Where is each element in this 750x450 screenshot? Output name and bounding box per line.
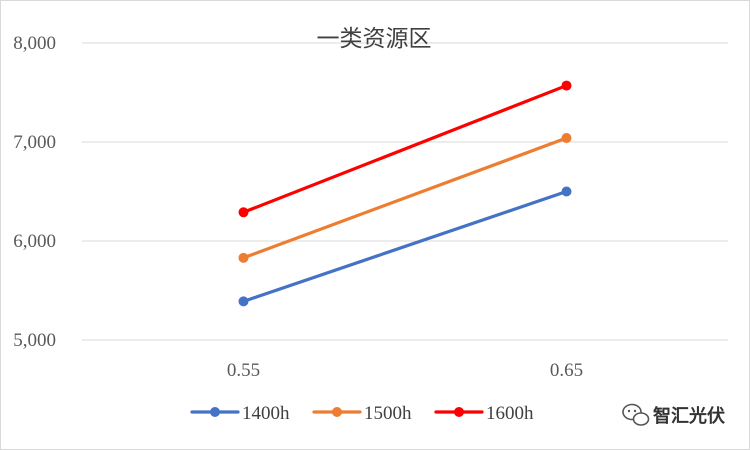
- data-point-1500h: [238, 252, 249, 263]
- legend-item-1400h: 1400h: [190, 403, 290, 424]
- series-line-1500h: [241, 136, 569, 260]
- y-axis: 5,000 6,000 7,000 8,000: [13, 33, 56, 351]
- legend-label: 1600h: [486, 403, 534, 424]
- legend-item-1500h: 1500h: [312, 403, 412, 424]
- x-tick-label: 0.65: [550, 360, 583, 381]
- y-tick-label: 6,000: [13, 231, 56, 252]
- legend-marker: [454, 407, 464, 417]
- data-point-1600h: [238, 207, 249, 218]
- wechat-icon: [622, 403, 650, 426]
- series-group: [238, 80, 572, 307]
- watermark-text: 智汇光伏: [653, 405, 725, 427]
- legend: 1400h 1500h 1600h: [190, 403, 534, 424]
- legend-label: 1400h: [242, 403, 290, 424]
- x-axis: 0.55 0.65: [227, 360, 583, 381]
- watermark: 智汇光伏: [622, 403, 725, 427]
- legend-label: 1500h: [364, 403, 412, 424]
- legend-item-1600h: 1600h: [434, 403, 534, 424]
- data-point-1400h: [238, 296, 249, 307]
- series-line-1400h: [241, 189, 569, 303]
- legend-marker: [210, 407, 220, 417]
- series-line-1600h: [241, 83, 569, 214]
- chart-title: 一类资源区: [317, 26, 432, 52]
- data-point-1600h: [561, 80, 572, 91]
- gridlines: [82, 42, 728, 341]
- data-point-1500h: [561, 133, 572, 144]
- y-tick-label: 7,000: [13, 132, 56, 153]
- data-point-1400h: [561, 186, 572, 197]
- y-tick-label: 8,000: [13, 33, 56, 54]
- y-tick-label: 5,000: [13, 330, 56, 351]
- legend-marker: [332, 407, 342, 417]
- x-tick-label: 0.55: [227, 360, 260, 381]
